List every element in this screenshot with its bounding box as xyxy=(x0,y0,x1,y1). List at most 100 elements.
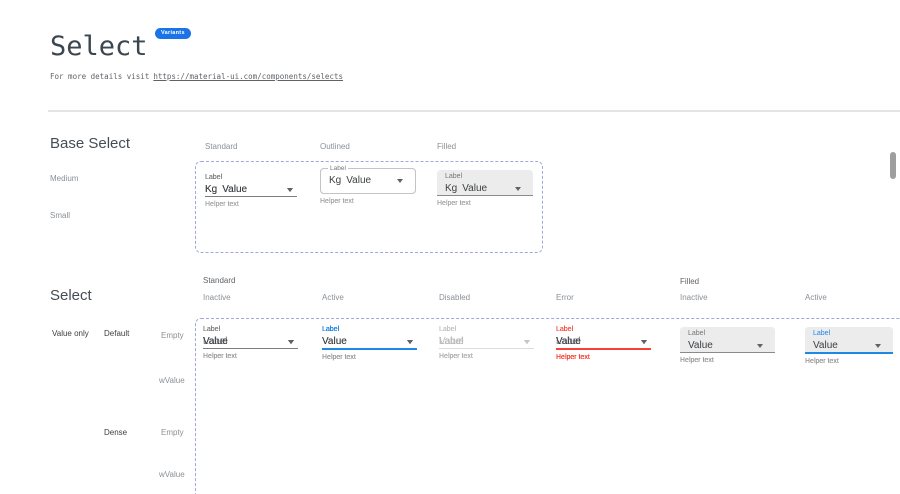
select-control: Kg Value xyxy=(445,182,525,195)
select-placeholder: Label xyxy=(439,335,464,347)
select-value: Value xyxy=(462,182,488,194)
select-input[interactable]: Label Kg Value xyxy=(437,170,533,196)
helper-text: Helper text xyxy=(322,354,356,361)
select-value: Value xyxy=(322,335,347,347)
variants-badge: Variants xyxy=(155,28,191,39)
helper-text: Helper text xyxy=(556,354,590,361)
select-floating-label: Label xyxy=(205,174,223,181)
base-row-medium: Medium xyxy=(50,174,79,183)
select-floating-label: Label xyxy=(556,326,574,333)
select-floating-label: Label xyxy=(322,326,340,333)
helper-text: Helper text xyxy=(439,353,473,360)
select-input[interactable]: Label Value xyxy=(805,327,893,354)
dropdown-arrow-icon xyxy=(515,186,521,191)
select-value: Value xyxy=(813,339,838,351)
select-value: Value xyxy=(439,335,464,347)
select-input[interactable]: Label Kg Value xyxy=(320,165,416,194)
helper-text: Helper text xyxy=(437,200,471,207)
select-floating-label: Label xyxy=(322,326,340,333)
base-select-frame xyxy=(195,161,543,253)
select-adornment: Kg xyxy=(329,175,342,186)
select-floating-label: Label xyxy=(203,326,221,333)
select-value: Value xyxy=(322,335,347,347)
select-adornment: Kg xyxy=(205,183,218,195)
helper-text: Helper text xyxy=(203,353,237,360)
select-input[interactable]: Label Value xyxy=(680,327,775,353)
helper-text: Helper text xyxy=(556,354,590,361)
select-field: Label Kg Value Helper text xyxy=(205,173,297,208)
helper-text: Helper text xyxy=(437,200,471,207)
select-value: Value xyxy=(203,335,228,347)
helper-text: Helper text xyxy=(203,353,237,360)
select-floating-label: Label xyxy=(688,330,706,337)
base-row-small: Small xyxy=(50,211,71,220)
select-field: Label Value Helper text xyxy=(680,325,775,364)
col-standard-active: Active xyxy=(322,293,344,302)
select-field: Label Value Helper text xyxy=(322,325,417,361)
dropdown-arrow-icon xyxy=(641,339,647,344)
dropdown-arrow-icon xyxy=(875,343,881,348)
select-value: Value xyxy=(688,339,713,351)
select-floating-label: Label xyxy=(322,326,340,333)
col-filled-inactive: Inactive xyxy=(680,293,708,302)
select-input[interactable]: Kg Value xyxy=(205,183,297,197)
helper-text: Helper text xyxy=(805,358,839,365)
select-floating-label: Label xyxy=(556,326,574,333)
base-col-standard: Standard xyxy=(205,142,238,151)
select-input[interactable]: Value xyxy=(556,335,651,350)
select-placeholder: Label xyxy=(556,335,581,347)
helper-text: Helper text xyxy=(322,354,356,361)
vertical-scrollbar-thumb[interactable] xyxy=(890,152,896,179)
col-standard-error: Error xyxy=(556,293,574,302)
helper-text: Helper text xyxy=(322,354,356,361)
select-control: Value xyxy=(813,339,885,352)
select-input[interactable]: Value xyxy=(203,335,298,349)
details-text: For more details visit xyxy=(50,72,150,81)
select-field: Label Value Helper text xyxy=(203,325,298,360)
group-standard: Standard xyxy=(203,276,236,285)
select-adornment: Kg xyxy=(205,183,218,195)
helper-text: Helper text xyxy=(680,357,714,364)
select-value: Label xyxy=(439,335,464,347)
select-adornment: Kg xyxy=(445,182,458,194)
helper-text: Helper text xyxy=(205,201,239,208)
select-floating-label: Label xyxy=(813,330,831,337)
subgroup-default: Default xyxy=(104,329,130,338)
select-input: Value xyxy=(439,335,534,349)
select-field: Label Value Helper text xyxy=(439,325,534,360)
select-floating-label: Label xyxy=(322,326,340,333)
helper-text: Helper text xyxy=(320,198,354,205)
select-field: Label Kg Value Helper text xyxy=(320,165,416,205)
select-placeholder: Label xyxy=(556,335,581,347)
col-standard-disabled: Disabled xyxy=(439,293,471,302)
select-value: Value xyxy=(556,335,581,347)
dropdown-arrow-icon xyxy=(757,343,763,348)
helper-text: Helper text xyxy=(320,198,354,205)
material-ui-link[interactable]: https://material-ui.com/components/selec… xyxy=(153,72,343,81)
base-col-outlined: Outlined xyxy=(320,142,350,151)
row-wvalue: wValue xyxy=(159,470,185,479)
helper-text: Helper text xyxy=(680,357,714,364)
subgroup-dense: Dense xyxy=(104,428,128,437)
base-select-heading: Base Select xyxy=(50,135,131,152)
select-placeholder: Label xyxy=(203,335,228,347)
select-states-frame xyxy=(195,318,900,494)
dropdown-arrow-icon xyxy=(407,339,413,344)
select-floating-label: Label xyxy=(445,173,463,180)
select-field: Label Value Helper text xyxy=(556,325,651,361)
col-filled-active: Active xyxy=(805,293,827,302)
dropdown-arrow-icon xyxy=(524,339,530,344)
select-floating-label: Label xyxy=(439,326,457,333)
helper-text: Helper text xyxy=(439,353,473,360)
helper-text: Helper text xyxy=(805,358,839,365)
helper-text: Helper text xyxy=(205,201,239,208)
row-empty: Empty xyxy=(161,428,184,437)
select-floating-label: Label xyxy=(205,174,223,181)
dropdown-arrow-icon xyxy=(397,179,403,183)
helper-text: Helper text xyxy=(203,353,237,360)
helper-text: Helper text xyxy=(203,353,237,360)
dropdown-arrow-icon xyxy=(288,339,294,344)
select-input[interactable]: Value xyxy=(322,335,417,350)
base-col-filled: Filled xyxy=(437,142,457,151)
row-group-value-only: Value only xyxy=(52,329,89,338)
